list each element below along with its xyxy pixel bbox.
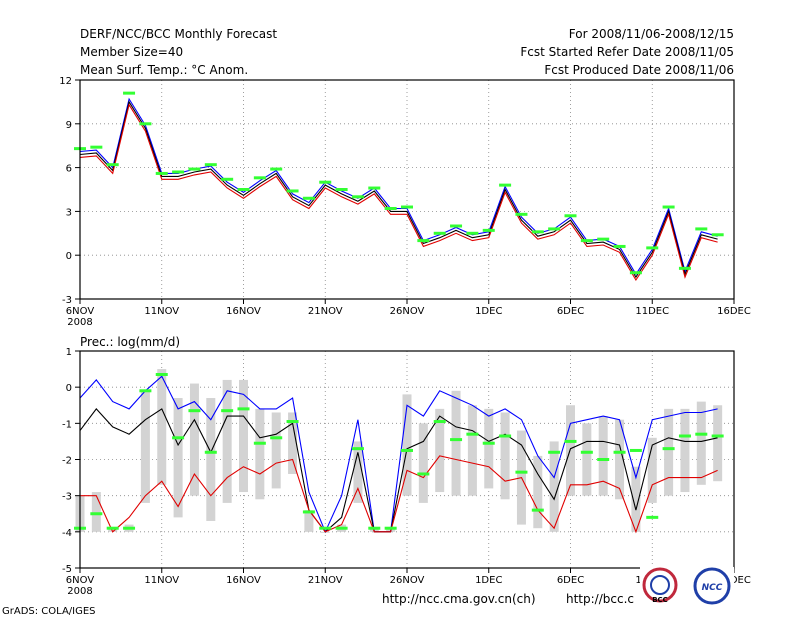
spread-bar	[680, 408, 690, 493]
spread-bar	[615, 419, 625, 500]
x-tick-label: 11DEC	[635, 306, 669, 317]
y-tick-label: -4	[62, 528, 72, 539]
y-tick-label: 3	[66, 207, 72, 218]
x-tick-label: 16DEC	[717, 575, 751, 586]
series-upper-line	[79, 375, 718, 534]
ncc-logo-text: NCC	[702, 583, 723, 593]
spread-bar	[189, 383, 199, 496]
x-tick-sublabel: 2008	[67, 317, 92, 328]
x-tick-label: 6DEC	[557, 575, 584, 586]
member-size-label: Member Size=40	[80, 45, 183, 59]
url-bcc: http://bcc.c	[566, 592, 634, 606]
spread-bar	[239, 379, 248, 493]
y-tick-label: -3	[62, 295, 72, 306]
y-tick-label: 1	[66, 347, 72, 358]
series-upper-line	[79, 97, 718, 276]
spread-bar	[157, 369, 167, 485]
y-tick-label: 6	[66, 164, 72, 175]
spread-bar	[696, 401, 706, 485]
x-tick-label: 21NOV	[308, 575, 343, 586]
x-tick-label: 6DEC	[557, 306, 584, 317]
spread-bar	[484, 408, 494, 489]
series-mean-line	[79, 100, 718, 279]
bcc-logo-text: BCC	[652, 596, 668, 604]
produced-date: Fcst Produced Date 2008/11/06	[544, 63, 734, 77]
x-tick-label: 6NOV	[66, 575, 95, 586]
x-tick-label: 1DEC	[475, 306, 502, 317]
spread-bar	[271, 412, 281, 489]
url-ncc: http://ncc.cma.gov.cn(ch)	[382, 592, 536, 606]
spread-bar	[304, 510, 314, 532]
spread-bar	[598, 416, 608, 496]
y-tick-label: 12	[59, 76, 72, 87]
spread-bar	[533, 455, 543, 529]
start-date: Fcst Started Refer Date 2008/11/05	[520, 45, 734, 59]
spread-bar	[402, 394, 412, 496]
precip-axis-label: Prec.: log(mm/d)	[80, 335, 180, 349]
spread-bar	[664, 408, 674, 496]
variable-label: Mean Surf. Temp.: °C Anom.	[80, 63, 248, 77]
spread-bar	[549, 441, 559, 532]
x-tick-label: 1DEC	[475, 575, 502, 586]
x-tick-label: 6NOV	[66, 306, 95, 317]
spread-bar	[140, 390, 150, 503]
spread-bar	[713, 405, 723, 482]
spread-bar	[451, 390, 461, 496]
spread-bar	[91, 492, 101, 532]
y-tick-label: 0	[66, 383, 72, 394]
spread-bar	[353, 441, 363, 503]
spread-bar	[173, 398, 183, 518]
spread-bar	[108, 528, 118, 532]
x-tick-sublabel: 2008	[67, 586, 92, 597]
spread-bar	[288, 412, 298, 474]
spread-bar	[582, 423, 592, 496]
spread-bar	[435, 408, 445, 493]
x-tick-label: 11NOV	[144, 575, 179, 586]
spread-bar	[467, 405, 477, 496]
y-tick-label: 0	[66, 251, 72, 262]
y-tick-label: -1	[62, 419, 72, 430]
x-tick-label: 11NOV	[144, 306, 179, 317]
spread-bar	[500, 412, 510, 500]
x-tick-label: 26NOV	[390, 306, 425, 317]
spread-bar	[255, 408, 265, 500]
series-lower-line	[79, 103, 718, 282]
spread-bar	[206, 398, 216, 521]
x-tick-label: 21NOV	[308, 306, 343, 317]
x-tick-label: 16DEC	[717, 306, 751, 317]
ncc-logo: NCC	[693, 567, 731, 605]
series-lower-line	[80, 455, 718, 534]
y-tick-label: -5	[62, 564, 72, 575]
y-tick-label: -2	[62, 456, 72, 467]
x-tick-label: 16NOV	[226, 306, 261, 317]
x-tick-label: 16NOV	[226, 575, 261, 586]
series-mean-line	[79, 408, 718, 533]
forecast-period: For 2008/11/06-2008/12/15	[569, 27, 734, 41]
spread-bar	[647, 437, 657, 503]
y-tick-label: 9	[66, 120, 72, 131]
spread-bar	[418, 423, 428, 503]
grads-credit: GrADS: COLA/IGES	[2, 606, 96, 617]
spread-bar	[222, 379, 232, 503]
figure-title: DERF/NCC/BCC Monthly Forecast	[80, 27, 277, 41]
spread-bar	[631, 466, 641, 532]
x-tick-label: 26NOV	[390, 575, 425, 586]
y-tick-label: -3	[62, 492, 72, 503]
